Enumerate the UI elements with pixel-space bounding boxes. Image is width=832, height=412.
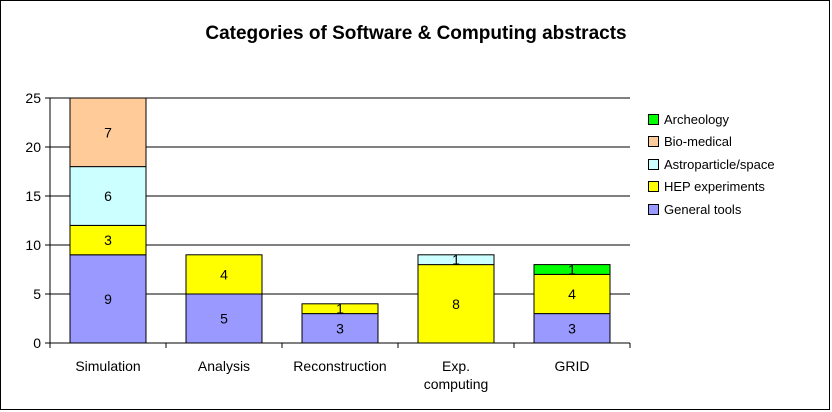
data-label: 5 [220,311,228,327]
bar-segment [69,254,147,344]
bar-segment [533,313,611,344]
y-tick-label: 25 [25,90,41,106]
y-tick-label: 15 [25,188,41,204]
x-tick-label: Analysis [198,358,250,374]
bar-segment [301,313,379,344]
data-label: 1 [336,301,344,317]
data-label: 3 [568,320,576,336]
bar-segment [417,264,495,344]
legend-label: HEP experiments [664,179,765,195]
data-label: 9 [104,291,112,307]
bar-segment [301,303,379,315]
data-label: 4 [568,286,576,302]
legend-item-astroparticle-space: Astroparticle/space [648,153,823,176]
bar-segment [533,264,611,275]
legend-label: General tools [664,201,742,217]
data-label: 3 [336,320,344,336]
bar-segment [417,254,495,266]
chart-legend: Archeology Bio-medical Astroparticle/spa… [648,108,823,221]
x-tick-label: computing [424,376,489,392]
data-label: 4 [220,266,228,282]
chart-title: Categories of Software & Computing abstr… [205,23,627,44]
legend-item-general-tools: General tools [648,198,823,221]
y-tick-label: 0 [33,335,41,351]
legend-swatch [648,158,659,170]
legend-swatch [648,203,659,215]
data-label: 1 [568,262,576,278]
data-label: 6 [104,188,112,204]
data-label: 1 [452,252,460,268]
y-tick-label: 10 [25,237,41,253]
y-tick-label: 20 [25,139,41,155]
legend-label: Archeology [664,111,730,127]
y-tick-label: 5 [33,286,41,302]
data-label: 3 [104,232,112,248]
legend-label: Astroparticle/space [664,156,775,172]
legend-item-hep-experiments: HEP experiments [648,176,823,199]
data-label: 7 [104,124,112,140]
legend-item-bio-medical: Bio-medical [648,131,823,154]
legend-swatch [648,181,659,193]
bar-segment [185,254,263,295]
bar-segment [69,97,147,168]
x-tick-label: Simulation [75,358,140,374]
bar-segment [185,293,263,344]
legend-swatch [648,136,659,148]
legend-swatch [648,113,659,125]
legend-label: Bio-medical [664,134,732,150]
bar-segment [69,166,147,226]
x-tick-label: Exp. [442,358,470,374]
bar-segment [533,273,611,315]
x-tick-label: GRID [555,358,590,374]
x-tick-label: Reconstruction [293,358,386,374]
data-label: 8 [452,296,460,312]
legend-item-archeology: Archeology [648,108,823,131]
